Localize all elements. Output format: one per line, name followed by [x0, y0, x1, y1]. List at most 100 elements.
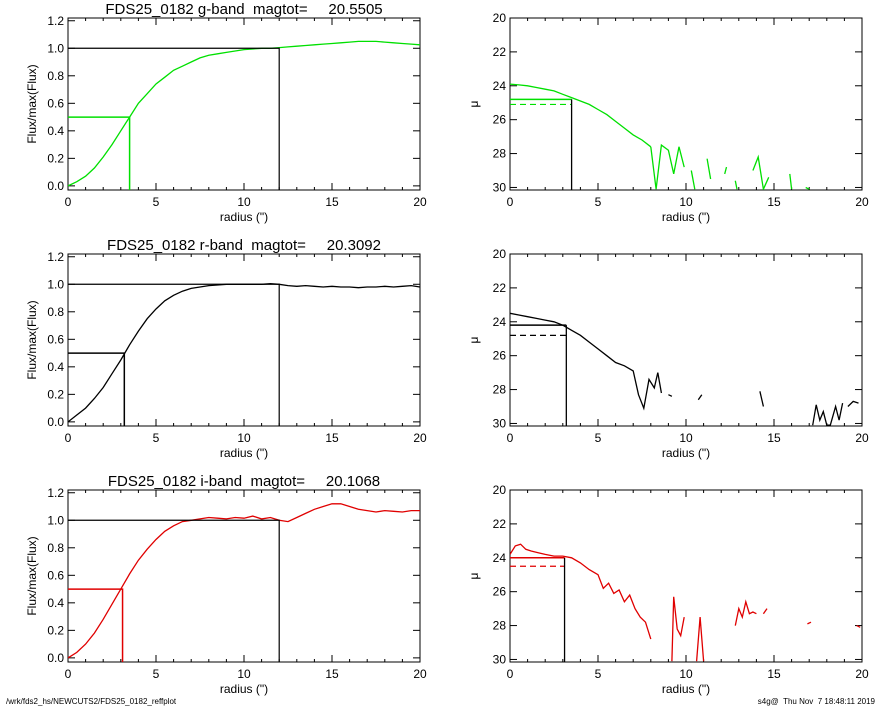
profile-segment	[734, 180, 738, 190]
x-axis-label: radius (")	[220, 210, 268, 224]
y-tick-label: 0.4	[47, 360, 64, 374]
y-tick-label: 24	[493, 79, 507, 93]
total-radius-marker	[68, 519, 280, 662]
profile-segment	[734, 599, 757, 626]
x-tick-label: 5	[153, 195, 160, 209]
y-tick-label: 30	[493, 652, 507, 666]
y-tick-label: 28	[493, 147, 507, 161]
y-tick-label: 1.0	[47, 277, 64, 291]
y-tick-label: 1.0	[47, 41, 64, 55]
panel-2: 0 5 10 15 20 20 22 24 26 28 30 radius (") μ	[467, 11, 869, 224]
y-tick-label: 0.6	[47, 568, 64, 582]
profile-segment	[759, 391, 765, 407]
profile-segment	[805, 186, 810, 190]
y-axis-label: μ	[467, 572, 481, 579]
y-tick-label: 0.0	[47, 651, 64, 665]
y-tick-label: 26	[493, 585, 507, 599]
y-axis-label: μ	[467, 100, 481, 107]
plot-frame	[67, 17, 421, 191]
x-tick-label: 10	[679, 667, 693, 681]
growth-curve-line	[68, 40, 420, 187]
panel-5: 0 5 10 15 20 0.0 0.2 0.4 0.6 0.8 1.0 1.2 radius (") F…	[25, 473, 427, 696]
plot-frame	[509, 489, 863, 663]
y-tick-label: 20	[493, 11, 507, 25]
panel-6: 0 5 10 15 20 20 22 24 26 28 30 radius (") μ	[467, 483, 869, 696]
y-axis-label: μ	[467, 336, 481, 343]
y-tick-label: 0.0	[47, 415, 64, 429]
x-tick-label: 15	[767, 431, 781, 445]
x-tick-label: 0	[507, 667, 514, 681]
x-axis-label: radius (")	[662, 446, 710, 460]
x-tick-label: 20	[855, 431, 869, 445]
total-radius-marker	[68, 283, 280, 426]
x-tick-label: 0	[65, 667, 72, 681]
x-axis-label: radius (")	[220, 682, 268, 696]
profile-segment	[752, 154, 770, 190]
x-axis-label: radius (")	[662, 210, 710, 224]
y-axis-label: Flux/max(Flux)	[25, 300, 39, 379]
panel-1: 0 5 10 15 20 0.0 0.2 0.4 0.6 0.8 1.0 1.2 radius (") F…	[25, 1, 427, 224]
y-tick-label: 0.4	[47, 124, 64, 138]
y-tick-label: 0.6	[47, 332, 64, 346]
panel-4: 0 5 10 15 20 20 22 24 26 28 30 radius (") μ	[467, 247, 869, 460]
profile-segment	[789, 173, 793, 190]
profile-segment	[690, 170, 696, 190]
x-tick-label: 10	[679, 195, 693, 209]
y-tick-label: 1.2	[47, 14, 64, 28]
plot-frame	[67, 489, 421, 663]
y-tick-label: 0.8	[47, 305, 64, 319]
profile-segment	[695, 617, 705, 662]
y-tick-label: 20	[493, 483, 507, 497]
y-tick-label: 24	[493, 315, 507, 329]
profile-segment	[510, 312, 659, 411]
x-tick-label: 20	[413, 667, 427, 681]
y-tick-label: 0.4	[47, 596, 64, 610]
y-tick-label: 0.8	[47, 69, 64, 83]
y-tick-label: 20	[493, 247, 507, 261]
x-tick-label: 20	[413, 431, 427, 445]
y-tick-label: 22	[493, 517, 507, 531]
profile-segment	[812, 402, 844, 426]
y-tick-label: 0.2	[47, 623, 64, 637]
growth-curve-line	[68, 503, 420, 659]
y-tick-label: 24	[493, 551, 507, 565]
y-tick-label: 26	[493, 349, 507, 363]
y-tick-label: 1.2	[47, 486, 64, 500]
y-tick-label: 28	[493, 383, 507, 397]
x-tick-label: 10	[237, 195, 251, 209]
y-tick-label: 1.0	[47, 513, 64, 527]
y-tick-label: 0.2	[47, 151, 64, 165]
half-light-marker	[68, 116, 131, 190]
x-tick-label: 0	[65, 195, 72, 209]
profile-segment	[762, 608, 768, 615]
x-tick-label: 5	[595, 195, 602, 209]
plot-frame	[67, 253, 421, 427]
total-radius-marker	[68, 47, 280, 190]
x-tick-label: 15	[325, 195, 339, 209]
x-tick-label: 5	[153, 431, 160, 445]
y-tick-label: 30	[493, 416, 507, 430]
chart-title: FDS25_0182 g-band magtot= 20.5505	[105, 1, 382, 18]
y-tick-label: 0.2	[47, 387, 64, 401]
y-axis-label: Flux/max(Flux)	[25, 64, 39, 143]
x-tick-label: 5	[153, 667, 160, 681]
x-tick-label: 15	[767, 195, 781, 209]
profile-segment	[650, 143, 685, 190]
x-tick-label: 10	[679, 431, 693, 445]
y-tick-label: 22	[493, 281, 507, 295]
profile-segment	[724, 166, 728, 175]
x-tick-label: 20	[855, 195, 869, 209]
y-tick-label: 1.2	[47, 250, 64, 264]
x-axis-label: radius (")	[220, 446, 268, 460]
x-tick-label: 0	[507, 195, 514, 209]
profile-segment	[697, 394, 703, 401]
file-path-footer: /wrk/fds2_hs/NEWCUTS2/FDS25_0182_reffplo…	[6, 697, 177, 706]
x-tick-label: 10	[237, 667, 251, 681]
timestamp-footer: s4g@ Thu Nov 7 18:48:11 2019	[757, 697, 875, 706]
x-tick-label: 5	[595, 667, 602, 681]
profile-segment	[671, 596, 685, 662]
y-tick-label: 30	[493, 180, 507, 194]
x-tick-label: 0	[65, 431, 72, 445]
x-tick-label: 20	[413, 195, 427, 209]
